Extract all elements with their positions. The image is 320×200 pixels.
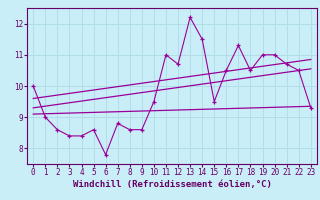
X-axis label: Windchill (Refroidissement éolien,°C): Windchill (Refroidissement éolien,°C) bbox=[73, 180, 271, 189]
